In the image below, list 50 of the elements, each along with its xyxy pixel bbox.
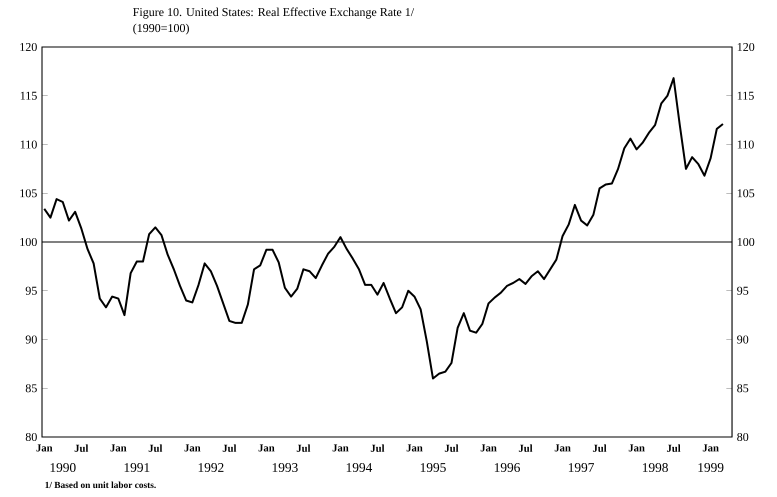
y-tick-label: 100 [20, 238, 37, 246]
y2-tick-label: 105 [738, 189, 754, 198]
x-tick-label: Jul [148, 444, 162, 452]
y2-tick-label: 115 [738, 92, 754, 100]
x-tick-label: Jul [370, 444, 384, 452]
y-tick-label: 120 [20, 42, 37, 52]
x2-tick-label: 1992 [198, 463, 224, 472]
y-tick-label: 115 [20, 92, 37, 100]
y2-tick-label: 95 [737, 286, 748, 295]
y-tick-label: 110 [20, 140, 37, 149]
x-tick-label: Jan [36, 444, 52, 452]
x-tick-label: Jan [406, 444, 423, 452]
x-tick-label: Jan [184, 444, 200, 452]
y2-tick-label: 90 [737, 335, 748, 344]
x-tick-label: Jan [258, 444, 275, 452]
x2-tick-label: 1990 [50, 463, 76, 472]
x-tick-label: Jan [554, 444, 571, 452]
y-tick-label: 80 [26, 432, 37, 442]
chart-title: Figure 10. United States: Real Effective Exchange Rate 1/ [133, 8, 414, 19]
x-tick-label: Jan [628, 444, 645, 452]
x-tick-label: Jan [110, 444, 126, 452]
y2-tick-label: 110 [738, 140, 754, 149]
y-tick-label: 95 [26, 286, 37, 295]
x-tick-label: Jul [666, 444, 681, 452]
x2-tick-label: 1997 [568, 463, 594, 472]
x-tick-label: Jul [444, 444, 458, 452]
y-tick-label: 90 [26, 335, 37, 344]
chart-subtitle: (1990=100) [133, 24, 189, 35]
x2-tick-label: 1999 [698, 463, 724, 472]
y2-tick-label: 80 [737, 432, 748, 442]
x-tick-label: Jul [592, 444, 606, 452]
x2-tick-label: 1996 [494, 463, 520, 472]
x-tick-label: Jul [296, 444, 310, 452]
x2-tick-label: 1993 [272, 463, 298, 472]
x-tick-label: Jul [222, 444, 236, 452]
x2-tick-label: 1991 [124, 463, 150, 472]
x-tick-label: Jul [518, 444, 532, 452]
y-tick-label: 105 [20, 189, 37, 198]
x2-tick-label: 1995 [420, 463, 446, 472]
y2-tick-label: 120 [738, 42, 754, 52]
y2-tick-label: 100 [738, 238, 754, 246]
y2-tick-label: 85 [737, 384, 748, 392]
x-tick-label: Jul [74, 444, 88, 452]
x2-tick-label: 1994 [346, 463, 372, 472]
y-tick-label: 85 [26, 384, 37, 392]
text: 1/ Based on unit labor costs. [45, 482, 156, 488]
x-tick-label: Jan [702, 444, 719, 452]
x-tick-label: Jan [332, 444, 349, 452]
x2-tick-label: 1998 [642, 463, 668, 472]
x-tick-label: Jan [480, 444, 497, 452]
